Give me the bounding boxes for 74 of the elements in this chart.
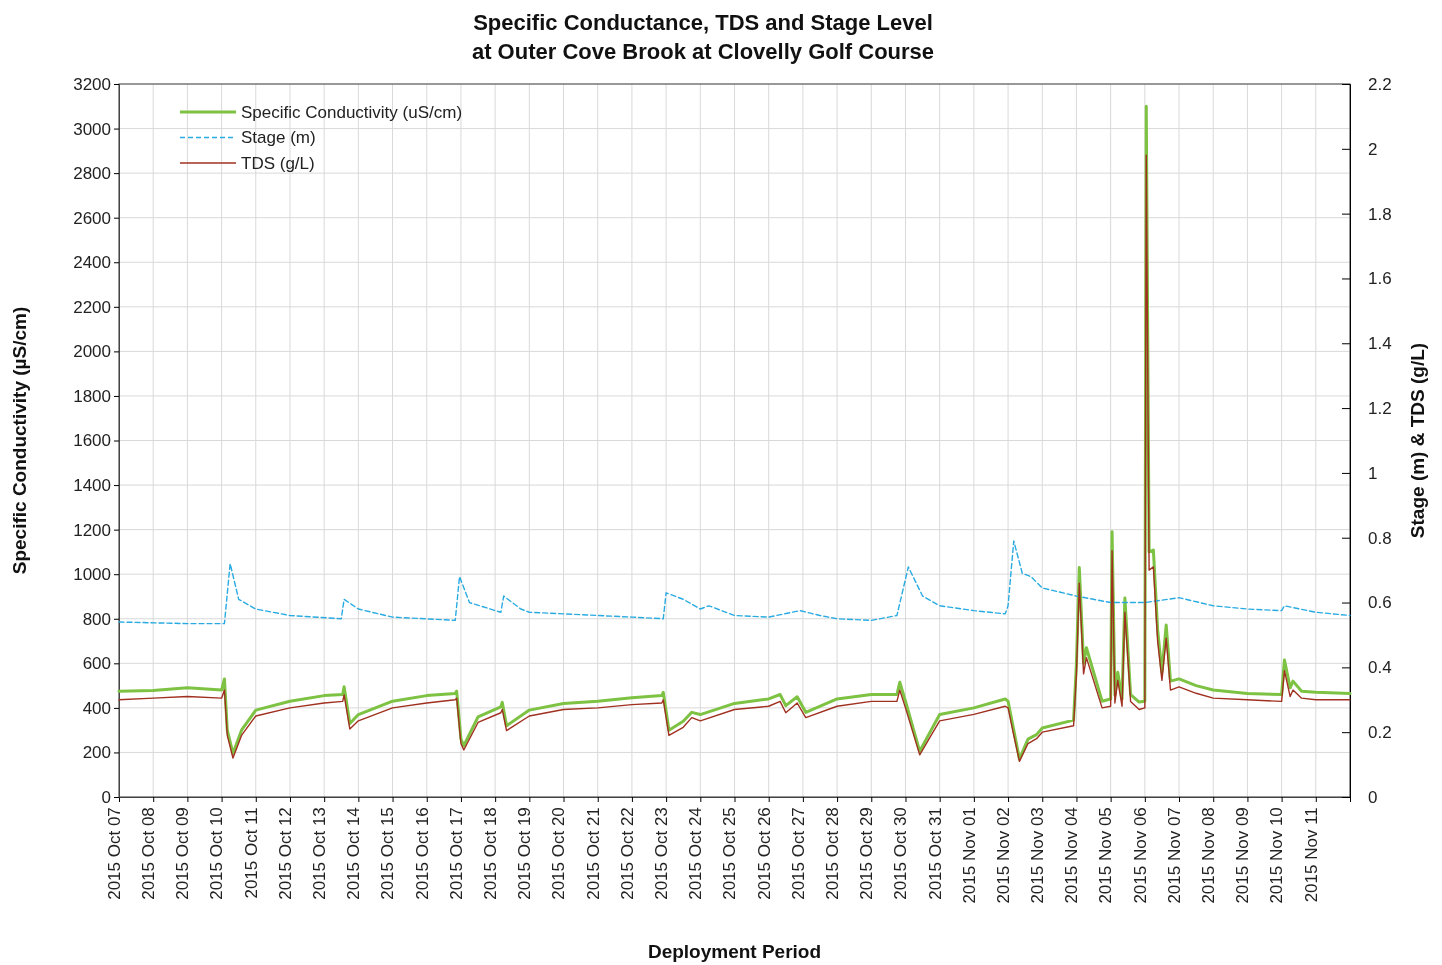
x-tick-label: 2015 Oct 11: [241, 807, 261, 899]
x-tick-label: 2015 Nov 03: [1028, 807, 1048, 904]
y-tick-label: 1800: [73, 386, 111, 406]
x-tick-label: 2015 Nov 09: [1233, 807, 1253, 904]
x-tick-label: 2015 Nov 08: [1199, 807, 1219, 904]
y2-tick-label: 1.6: [1368, 269, 1392, 289]
y2-tick-label: 2: [1368, 139, 1378, 159]
x-tick-label: 2015 Oct 26: [754, 807, 774, 900]
x-tick-label: 2015 Nov 02: [993, 807, 1013, 904]
legend-label: TDS (g/L): [241, 153, 315, 173]
chart-title: Specific Conductance, TDS and Stage Level: [473, 10, 933, 35]
x-tick-label: 2015 Oct 14: [344, 807, 364, 900]
y2-axis-title: Stage (m) & TDS (g/L): [1407, 342, 1428, 539]
x-tick-label: 2015 Oct 23: [651, 807, 671, 900]
y2-tick-label: 0.8: [1368, 528, 1392, 548]
y-tick-label: 0: [101, 787, 111, 807]
y-axis-title: Specific Conductivity (µS/cm): [9, 306, 30, 575]
x-tick-label: 2015 Oct 28: [822, 807, 842, 900]
x-tick-label: 2015 Oct 07: [104, 807, 124, 900]
x-tick-label: 2015 Oct 20: [549, 807, 569, 900]
y2-tick-label: 1.8: [1368, 204, 1392, 224]
y-tick-label: 800: [82, 609, 111, 629]
legend-label: Stage (m): [241, 128, 316, 148]
x-tick-label: 2015 Nov 04: [1062, 807, 1082, 904]
y-tick-label: 600: [82, 654, 111, 674]
y-tick-label: 200: [82, 743, 111, 763]
x-tick-label: 2015 Nov 11: [1301, 807, 1321, 903]
x-tick-label: 2015 Nov 07: [1164, 807, 1184, 904]
line-series: [118, 540, 1351, 625]
x-tick-label: 2015 Oct 15: [378, 807, 398, 900]
y2-tick-label: 0: [1368, 787, 1378, 807]
x-tick-label: 2015 Nov 01: [959, 807, 979, 904]
x-tick-label: 2015 Nov 05: [1096, 807, 1116, 904]
y2-tick-label: 0.2: [1368, 723, 1392, 743]
y-tick-label: 1000: [73, 565, 111, 585]
x-tick-label: 2015 Oct 09: [173, 807, 193, 900]
x-tick-label: 2015 Oct 17: [446, 807, 466, 900]
x-tick-label: 2015 Oct 16: [412, 807, 432, 900]
x-axis-title: Deployment Period: [647, 941, 822, 962]
x-tick-label: 2015 Oct 30: [891, 807, 911, 900]
x-tick-label: 2015 Oct 08: [139, 807, 159, 900]
chart-subtitle: at Outer Cove Brook at Clovelly Golf Course: [471, 39, 935, 64]
y-tick-label: 3200: [73, 74, 111, 94]
x-tick-label: 2015 Oct 31: [925, 807, 945, 900]
x-tick-label: 2015 Oct 10: [207, 807, 227, 900]
y2-tick-label: 1.2: [1368, 399, 1392, 419]
y2-tick-label: 2.2: [1368, 74, 1392, 94]
x-tick-label: 2015 Oct 19: [515, 807, 535, 900]
y-tick-label: 1400: [73, 476, 111, 495]
x-tick-label: 2015 Oct 12: [275, 807, 295, 900]
y2-tick-label: 0.4: [1368, 658, 1392, 678]
y2-tick-label: 0.6: [1368, 593, 1392, 613]
y-tick-label: 2800: [73, 164, 111, 184]
y-tick-label: 2600: [73, 208, 111, 228]
x-tick-label: 2015 Oct 13: [310, 807, 330, 900]
legend-label: Specific Conductivity (uS/cm): [241, 102, 463, 122]
y-tick-label: 2000: [73, 342, 111, 362]
y-tick-label: 3000: [73, 119, 111, 139]
x-tick-label: 2015 Oct 27: [788, 807, 808, 900]
x-tick-label: 2015 Oct 18: [480, 807, 500, 900]
y2-tick-label: 1: [1368, 463, 1378, 483]
x-tick-label: 2015 Oct 24: [686, 807, 706, 900]
x-tick-label: 2015 Oct 22: [617, 807, 637, 900]
x-tick-label: 2015 Oct 29: [857, 807, 877, 900]
y-tick-label: 400: [82, 698, 111, 718]
y-tick-label: 2400: [73, 253, 111, 273]
y-tick-label: 1200: [73, 520, 111, 540]
y-tick-label: 2200: [73, 297, 111, 317]
x-tick-label: 2015 Oct 25: [720, 807, 740, 900]
x-tick-label: 2015 Oct 21: [583, 807, 603, 900]
x-tick-label: 2015 Nov 06: [1130, 807, 1150, 904]
y-tick-label: 1600: [73, 431, 111, 451]
x-tick-label: 2015 Nov 10: [1267, 807, 1287, 904]
y2-tick-label: 1.4: [1368, 334, 1392, 354]
